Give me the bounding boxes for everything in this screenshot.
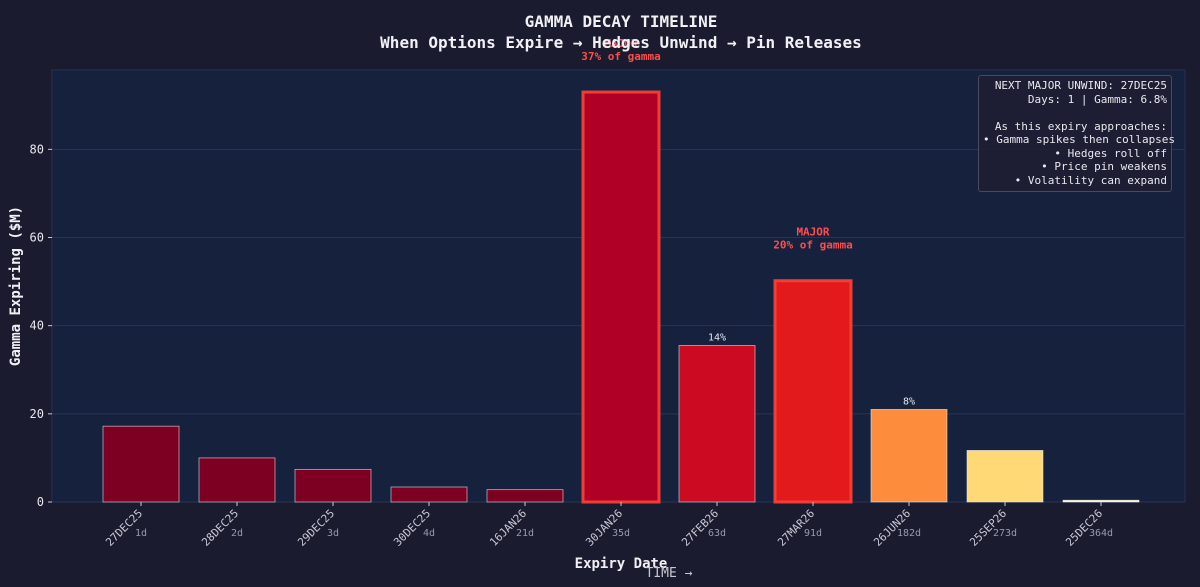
chart-title: GAMMA DECAY TIMELINE xyxy=(525,12,718,31)
bar-25SEP26 xyxy=(966,450,1044,503)
bar-30DEC25 xyxy=(390,486,468,503)
x-axis-label: Expiry Date xyxy=(575,556,668,572)
bar-27MAR26 xyxy=(773,279,853,504)
time-arrow-label: TIME → xyxy=(646,566,693,581)
days-label: 2d xyxy=(231,528,243,539)
bar-27DEC25 xyxy=(102,425,180,503)
info-line: • Volatility can expand xyxy=(1014,173,1167,187)
y-tick-label: 60 xyxy=(30,231,44,245)
days-label: 35d xyxy=(612,528,630,539)
bar-26JUN26 xyxy=(870,409,948,503)
y-tick-label: 40 xyxy=(30,319,44,333)
major-label: MAJOR xyxy=(604,37,637,50)
bars-group xyxy=(102,90,1140,504)
major-label: MAJOR xyxy=(796,226,829,239)
days-label: 273d xyxy=(993,528,1017,539)
bar-25DEC26 xyxy=(1062,499,1140,503)
bar-value-label: 8% xyxy=(903,396,915,407)
info-line: Days: 1 | Gamma: 6.8% xyxy=(1027,92,1167,106)
y-tick-label: 20 xyxy=(30,407,44,421)
days-label: 182d xyxy=(897,528,921,539)
bar-value-label: 14% xyxy=(708,333,726,344)
major-share-label: 20% of gamma xyxy=(773,239,852,252)
major-share-label: 37% of gamma xyxy=(581,50,660,63)
info-line: • Gamma spikes then collapses xyxy=(983,133,1176,146)
days-label: 91d xyxy=(804,528,822,539)
days-label: 3d xyxy=(327,528,339,539)
y-tick-label: 0 xyxy=(37,495,44,509)
bar-30JAN26 xyxy=(581,90,661,504)
y-tick-label: 80 xyxy=(30,142,44,156)
info-line: • Price pin weakens xyxy=(1041,160,1167,173)
info-line: • Hedges roll off xyxy=(1054,146,1167,160)
bar-16JAN26 xyxy=(486,489,564,503)
chart-subtitle: When Options Expire → Hedges Unwind → Pi… xyxy=(380,33,862,52)
info-line: As this expiry approaches: xyxy=(994,119,1167,133)
bar-28DEC25 xyxy=(198,457,276,503)
days-label: 4d xyxy=(423,528,435,539)
y-axis-label: Gamma Expiring ($M) xyxy=(8,206,24,366)
bar-27FEB26 xyxy=(678,345,756,503)
unwind-info-box: NEXT MAJOR UNWIND: 27DEC25 Days: 1 | Gamm… xyxy=(978,75,1176,192)
days-label: 1d xyxy=(135,528,147,539)
days-label: 364d xyxy=(1089,528,1113,539)
days-label: 21d xyxy=(516,528,534,539)
y-axis-ticks: 0 20 40 60 80 xyxy=(30,142,52,509)
info-line: NEXT MAJOR UNWIND: 27DEC25 xyxy=(994,79,1167,92)
days-label: 63d xyxy=(708,528,726,539)
bar-29DEC25 xyxy=(294,468,372,503)
info-line xyxy=(983,106,1167,120)
